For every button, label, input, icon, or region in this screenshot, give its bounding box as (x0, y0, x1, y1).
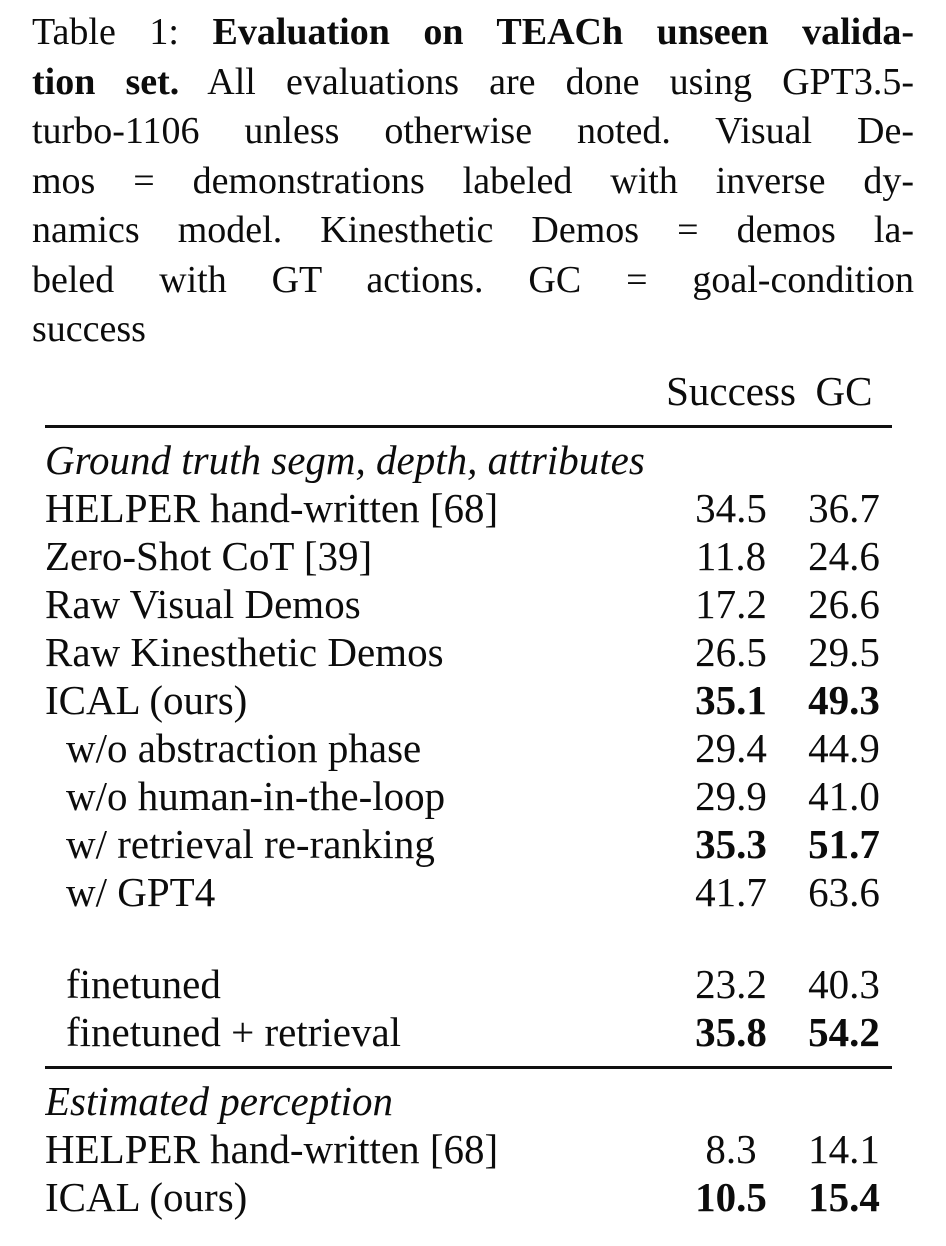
table-body: Ground truth segm, depth, attributes HEL… (45, 428, 892, 1221)
success-value: 35.3 (695, 820, 767, 867)
table-row: ICAL (ours) 10.5 15.4 (45, 1173, 892, 1221)
row-label: HELPER hand-written [68] (45, 1125, 499, 1172)
table-row: finetuned + retrieval 35.8 54.2 (45, 1008, 892, 1056)
caption-line: tion set. All evaluations are done using… (32, 58, 914, 108)
gc-value: 36.7 (808, 484, 880, 531)
success-value: 11.8 (695, 532, 767, 579)
caption-line: turbo-1106 unless otherwise noted. Visua… (32, 107, 914, 157)
col-header-gc: GC (815, 367, 873, 414)
table-row: Raw Kinesthetic Demos 26.5 29.5 (45, 628, 892, 676)
gc-value: 15.4 (808, 1173, 880, 1220)
table-row: HELPER hand-written [68] 8.3 14.1 (45, 1125, 892, 1173)
success-value: 8.3 (705, 1125, 757, 1172)
table-row: HELPER hand-written [68] 34.5 36.7 (45, 484, 892, 532)
table-caption: Table 1: Evaluation on TEACh unseen vali… (32, 8, 914, 355)
row-label: w/o human-in-the-loop (66, 772, 446, 819)
table-row: ICAL (ours) 35.1 49.3 (45, 676, 892, 724)
gc-value: 44.9 (808, 724, 880, 771)
caption-text: mos = demonstrations labeled with invers… (32, 159, 914, 202)
caption-bold-text: tion set. (32, 60, 180, 103)
gc-value: 54.2 (808, 1008, 880, 1055)
row-label: ICAL (ours) (45, 676, 248, 723)
success-value: 41.7 (695, 868, 767, 915)
table-row: w/ retrieval re-ranking 35.3 51.7 (45, 820, 892, 868)
caption-line: beled with GT actions. GC = goal-conditi… (32, 256, 914, 306)
row-label: Zero-Shot CoT [39] (45, 532, 373, 579)
success-value: 23.2 (695, 960, 767, 1007)
row-label: Raw Kinesthetic Demos (45, 628, 444, 675)
table-midrule (45, 1065, 892, 1069)
gc-value: 51.7 (808, 820, 880, 867)
row-label: finetuned + retrieval (66, 1008, 402, 1055)
success-value: 10.5 (695, 1173, 767, 1220)
section-header-row: Estimated perception (45, 1077, 892, 1125)
caption-text: All evaluations are done using GPT3.5- (179, 60, 915, 103)
results-table: Success GC Ground truth segm, depth, att… (45, 367, 892, 1221)
caption-bold-text: Evaluation on TEACh unseen valida- (212, 11, 914, 53)
caption-line: namics model. Kinesthetic Demos = demos … (32, 206, 914, 256)
col-header-success: Success (666, 367, 796, 414)
row-label: HELPER hand-written [68] (45, 484, 499, 531)
caption-text: success (32, 308, 146, 350)
success-value: 26.5 (695, 628, 767, 675)
caption-text: namics model. Kinesthetic Demos = demos … (32, 209, 914, 251)
gc-value: 63.6 (808, 868, 880, 915)
table-row: w/o abstraction phase 29.4 44.9 (45, 724, 892, 772)
success-value: 34.5 (695, 484, 767, 531)
success-value: 35.1 (695, 676, 767, 723)
success-value: 29.9 (695, 772, 767, 819)
table-toprule (45, 424, 892, 428)
header-label-spacer (45, 367, 666, 415)
section-header-row: Ground truth segm, depth, attributes (45, 436, 892, 484)
caption-line: Table 1: Evaluation on TEACh unseen vali… (32, 8, 914, 58)
caption-line: mos = demonstrations labeled with invers… (32, 157, 914, 207)
caption-line: success (32, 305, 914, 355)
section-title-ground-truth: Ground truth segm, depth, attributes (45, 436, 645, 483)
caption-text: beled with GT actions. GC = goal-conditi… (32, 258, 914, 301)
gc-value: 49.3 (808, 676, 880, 723)
success-value: 17.2 (695, 580, 767, 627)
gc-value: 24.6 (808, 532, 880, 579)
table-row: w/ GPT4 41.7 63.6 (45, 868, 892, 916)
row-label: w/ retrieval re-ranking (66, 820, 435, 867)
table-row: Zero-Shot CoT [39] 11.8 24.6 (45, 532, 892, 580)
gc-value: 26.6 (808, 580, 880, 627)
paper-page: Table 1: Evaluation on TEACh unseen vali… (0, 8, 946, 1246)
table-row: finetuned 23.2 40.3 (45, 960, 892, 1008)
row-label: finetuned (66, 960, 221, 1007)
table-header-row: Success GC (45, 367, 892, 415)
section-title-estimated-perception: Estimated perception (45, 1077, 394, 1124)
success-value: 35.8 (695, 1008, 767, 1055)
row-label: w/o abstraction phase (66, 724, 422, 771)
table-row: w/o human-in-the-loop 29.9 41.0 (45, 772, 892, 820)
row-label: Raw Visual Demos (45, 580, 361, 627)
gc-value: 41.0 (808, 772, 880, 819)
gc-value: 14.1 (808, 1125, 880, 1172)
success-value: 29.4 (695, 724, 767, 771)
row-label: w/ GPT4 (66, 868, 216, 915)
row-label: ICAL (ours) (45, 1173, 248, 1220)
row-group-spacer (45, 916, 892, 960)
gc-value: 40.3 (808, 960, 880, 1007)
caption-text: turbo-1106 unless otherwise noted. Visua… (32, 110, 914, 152)
gc-value: 29.5 (808, 628, 880, 675)
table-row: Raw Visual Demos 17.2 26.6 (45, 580, 892, 628)
caption-text: Table 1: (32, 11, 213, 53)
